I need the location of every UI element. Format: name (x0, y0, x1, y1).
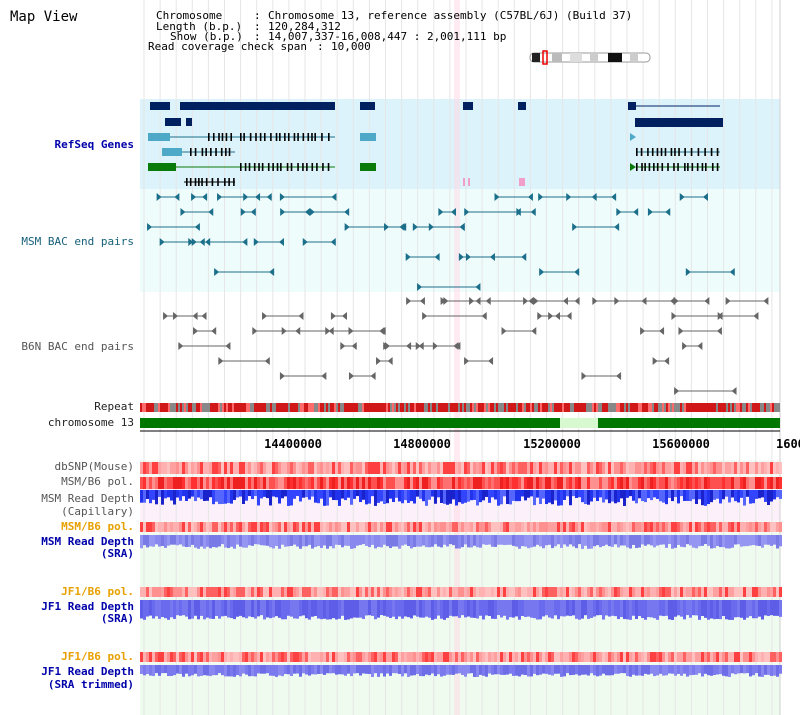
msm-b6-pol-track-2[interactable] (140, 522, 782, 532)
length-value: 120,284,312 (268, 20, 341, 33)
track-label-jf1-trimmed-depth[interactable]: JF1 Read Depth (41, 665, 134, 678)
highlight-column (454, 0, 460, 715)
repeat-track[interactable] (140, 403, 780, 412)
show-label: Show (b.p.) (170, 30, 243, 43)
chromosome-bar[interactable] (140, 418, 780, 428)
jf1-b6-pol-track-1[interactable] (140, 587, 782, 597)
axis-tick-label-14400000: 14400000 (264, 437, 322, 451)
track-label-jf1-sra-depth[interactable]: JF1 Read Depth (41, 600, 134, 613)
page-title: Map View (10, 9, 78, 25)
axis-tick-label-15600000: 15600000 (652, 437, 710, 451)
length-label: Length (b.p.) (156, 20, 243, 33)
track-label-jf1-trimmed-depth-sub: (SRA trimmed) (47, 678, 134, 691)
axis-tick-label-15200000: 15200000 (523, 437, 581, 451)
track-label-jf1-b6-pol-1[interactable]: JF1/B6 pol. (61, 585, 134, 598)
chromosome-label: Chromosome (156, 9, 223, 22)
track-label-msm-capillary-depth-sub: (Capillary) (61, 505, 134, 518)
track-label-msm-b6-pol-1[interactable]: MSM/B6 pol. (61, 475, 134, 488)
track-label-msm-b6-pol-2[interactable]: MSM/B6 pol. (61, 520, 134, 533)
jf1-sra-depth-track[interactable] (140, 600, 782, 620)
track-label-dbsnp[interactable]: dbSNP(Mouse) (54, 460, 134, 473)
track-label-msm-capillary-depth[interactable]: MSM Read Depth (41, 492, 134, 505)
track-label-msm-sra-depth-sub: (SRA) (100, 547, 134, 560)
track-label-refseq-genes[interactable]: RefSeq Genes (54, 138, 134, 151)
msm-capillary-depth-track[interactable] (140, 490, 782, 506)
axis-tick-label-14800000: 14800000 (393, 437, 451, 451)
b6n-bac-end-pairs-track[interactable] (163, 297, 769, 395)
track-label-msm-sra-depth[interactable]: MSM Read Depth (41, 535, 134, 548)
track-label-repeat[interactable]: Repeat (94, 400, 134, 413)
msm-sra-depth-track[interactable] (140, 535, 782, 549)
track-label-chromosome[interactable]: chromosome 13 (47, 416, 134, 429)
coverage-label: Read coverage check span (148, 40, 307, 53)
jf1-trimmed-depth-track[interactable] (140, 665, 782, 677)
track-label-jf1-b6-pol-2[interactable]: JF1/B6 pol. (61, 650, 134, 663)
dbsnp-track[interactable] (140, 462, 782, 474)
track-label-msm-bac-end-pairs[interactable]: MSM BAC end pairs (21, 235, 134, 248)
track-label-b6n-bac-end-pairs[interactable]: B6N BAC end pairs (21, 340, 134, 353)
refseq-genes-track[interactable] (148, 102, 723, 186)
chromosome-value: Chromosome 13, reference assembly (C57BL… (268, 9, 633, 22)
show-value: 14,007,337-16,008,447 : 2,001,111 bp (268, 30, 507, 43)
msm-bac-end-pairs-track[interactable] (147, 193, 735, 291)
coverage-value: 10,000 (331, 40, 371, 53)
axis-tick-label-1600: 1600 (776, 437, 800, 451)
track-label-jf1-sra-depth-sub: (SRA) (100, 612, 134, 625)
msm-b6-pol-track-1[interactable] (140, 477, 782, 489)
jf1-b6-pol-track-2[interactable] (140, 652, 782, 662)
chromosome-ideogram[interactable] (529, 50, 651, 65)
